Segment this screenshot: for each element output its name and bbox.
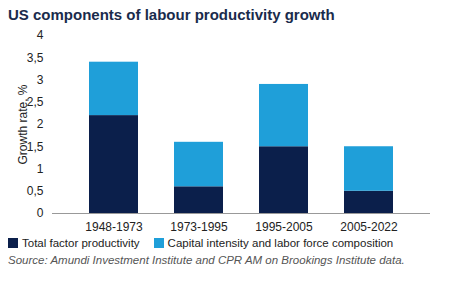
svg-text:0: 0 bbox=[37, 206, 44, 220]
svg-text:1,5: 1,5 bbox=[26, 139, 44, 154]
html-text:Source: Amundi Investment Inst: Source: Amundi Investment Institute and … bbox=[8, 254, 405, 266]
html-text:US components of labour produc: US components of labour productivity gro… bbox=[8, 6, 335, 23]
svg-text:2,5: 2,5 bbox=[26, 95, 44, 110]
svg-text:2005-2022: 2005-2022 bbox=[340, 220, 398, 234]
svg-text:1948-1973: 1948-1973 bbox=[85, 220, 143, 234]
svg-text:0,5: 0,5 bbox=[27, 184, 44, 198]
svg-text:1: 1 bbox=[37, 162, 44, 176]
svg-text:3,5: 3,5 bbox=[27, 51, 44, 65]
svg-text:1973-1995: 1973-1995 bbox=[170, 220, 228, 234]
svg-text:4: 4 bbox=[37, 28, 44, 42]
svg-text:3: 3 bbox=[37, 73, 44, 87]
html-text:Capital intensity and labor fo: Capital intensity and labor force compos… bbox=[167, 237, 394, 249]
svg-text:2: 2 bbox=[37, 117, 44, 131]
html-text:Total factor productivity: Total factor productivity bbox=[22, 237, 140, 249]
svg-text:1995-2005: 1995-2005 bbox=[255, 220, 313, 234]
svg-text:Growth rate, %: Growth rate, % bbox=[16, 84, 30, 164]
